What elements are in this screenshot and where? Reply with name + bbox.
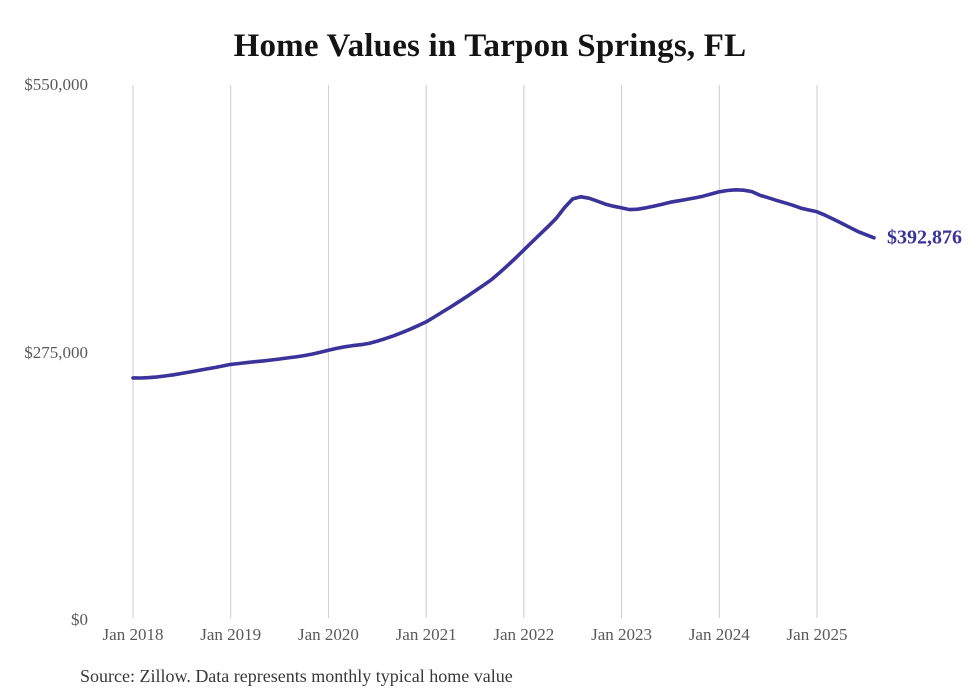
y-tick-label: $275,000 — [24, 342, 88, 362]
x-tick-label: Jan 2021 — [395, 625, 457, 644]
series-line — [131, 188, 876, 380]
x-tick-label: Jan 2018 — [102, 625, 164, 644]
x-tick-label: Jan 2019 — [200, 625, 262, 644]
x-tick-label: Jan 2022 — [493, 625, 555, 644]
x-tick-label: Jan 2023 — [591, 625, 653, 644]
y-tick-label: $550,000 — [24, 75, 88, 94]
x-tick-label: Jan 2020 — [297, 625, 359, 644]
y-tick-label: $0 — [71, 610, 88, 629]
source-note: Source: Zillow. Data represents monthly … — [80, 666, 513, 686]
x-tick-label: Jan 2024 — [688, 625, 750, 644]
series-end-value-label: $392,876 — [887, 226, 962, 249]
x-tick-label: Jan 2025 — [786, 625, 848, 644]
chart-title: Home Values in Tarpon Springs, FL — [233, 28, 747, 64]
